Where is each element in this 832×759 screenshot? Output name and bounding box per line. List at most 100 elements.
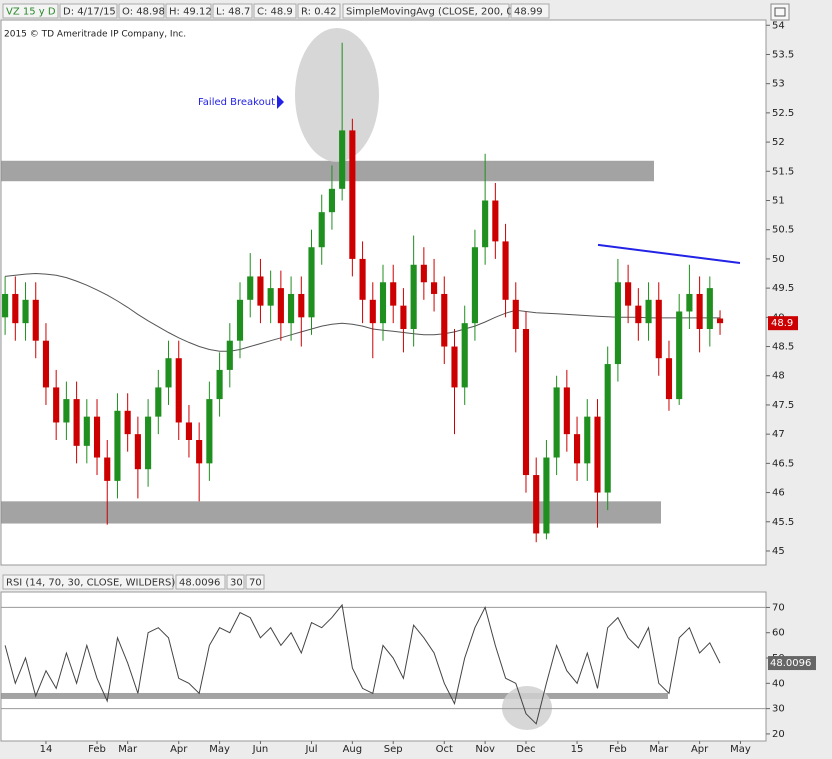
candle-body (42, 340, 50, 388)
y-tick-label: 70 (772, 602, 785, 613)
y-tick-label: 53 (772, 79, 785, 90)
settings-icon (774, 7, 786, 17)
settings-button[interactable] (770, 3, 790, 21)
candle-body (502, 241, 509, 300)
candle-body (53, 387, 60, 423)
annotation: Failed Breakout (198, 97, 275, 108)
rsi-header-item: 48.0096 (179, 578, 220, 589)
x-tick-label: 14 (40, 744, 53, 755)
candle-body (134, 434, 141, 470)
candle-body (22, 299, 29, 324)
candle-body (216, 369, 223, 400)
candle-body (706, 288, 713, 330)
y-tick-label: 54 (772, 20, 785, 31)
candle-body (645, 299, 652, 324)
rsi-line (4, 603, 721, 725)
header-item-box (118, 3, 165, 19)
highlight-ellipse (502, 686, 552, 730)
y-tick-label: 50 (772, 254, 785, 265)
candle-body (410, 264, 417, 330)
candle-body (267, 288, 274, 306)
candle-body (226, 340, 233, 370)
candle-body (451, 346, 458, 388)
candle-body (185, 422, 193, 440)
candle-body (686, 293, 693, 312)
header-item: R: 0.42 (301, 7, 336, 18)
y-tick-label: 20 (772, 729, 785, 740)
candle-body (339, 130, 346, 189)
header-item: L: 48.7 (216, 7, 250, 18)
y-tick-label: 46 (772, 488, 785, 499)
candle-body (553, 387, 560, 458)
candle-body (124, 410, 131, 435)
candle-body (359, 258, 366, 300)
candle-body (696, 293, 703, 330)
x-tick-label: Aug (343, 744, 363, 755)
header-item-box (59, 3, 118, 19)
candle-body (573, 434, 581, 464)
candle-body (533, 475, 540, 534)
candle-body (206, 399, 213, 464)
last-price-label: 48.9 (771, 318, 793, 329)
header-item: D: 4/17/15 (63, 7, 116, 18)
y-tick-label: 46.5 (772, 458, 794, 469)
candle-body (604, 364, 611, 493)
header-item: C: 48.9 (257, 7, 293, 18)
candle-body (594, 416, 601, 493)
header-item-box (165, 3, 212, 19)
candle-body (236, 299, 244, 341)
candle-body (257, 276, 264, 306)
candle-body (461, 323, 468, 388)
candle-body (625, 282, 632, 306)
symbol: VZ 15 y D (6, 7, 56, 18)
candle-body (104, 457, 111, 481)
y-tick-label: 51 (772, 195, 785, 206)
candle-body (93, 416, 101, 458)
y-tick-label: 50.5 (772, 225, 794, 236)
candle-body (563, 387, 570, 435)
candle-body (175, 358, 182, 423)
x-tick-label: May (730, 744, 751, 755)
candle-body (32, 299, 39, 341)
candle-body (665, 358, 673, 400)
candle-body (420, 264, 427, 283)
candle-body (676, 311, 683, 400)
rsi-title: RSI (14, 70, 30, CLOSE, WILDERS) (6, 578, 175, 589)
y-tick-label: 53.5 (772, 49, 794, 60)
rsi-header-item-box (226, 574, 245, 590)
rsi-header-item-box (245, 574, 265, 590)
y-tick-label: 30 (772, 704, 785, 715)
candle-body (196, 439, 203, 464)
rsi-band (1, 692, 668, 699)
header-item-box (253, 3, 297, 19)
header-item: H: 49.12 (169, 7, 212, 18)
rsi-last-box (768, 656, 816, 671)
rsi-panel (0, 591, 767, 742)
candle-body (308, 247, 315, 318)
y-tick-label: 49.5 (772, 283, 794, 294)
rsi-header-item-box (175, 574, 226, 590)
candle-body (2, 293, 9, 318)
header-item-box (297, 3, 341, 19)
candle-body (390, 282, 397, 306)
candle-body (482, 200, 489, 248)
x-tick-label: Jun (252, 744, 269, 755)
x-tick-label: Apr (170, 744, 188, 755)
y-tick-label: 48 (772, 371, 785, 382)
x-tick-label: Mar (649, 744, 669, 755)
x-tick-label: Feb (88, 744, 106, 755)
candle-body (298, 293, 305, 318)
x-tick-label: Sep (384, 744, 403, 755)
candle-body (288, 293, 295, 324)
y-tick-label: 48.5 (772, 342, 794, 353)
header-item: SimpleMovingAvg (CLOSE, 200, 0) (346, 7, 517, 18)
header-item-box (212, 3, 253, 19)
candle-body (635, 305, 642, 324)
candle-body (522, 329, 530, 476)
header-item-box (510, 3, 550, 19)
candle-body (584, 416, 591, 464)
candle-body (63, 399, 70, 423)
support-band (1, 501, 661, 524)
candle-body (512, 299, 519, 330)
